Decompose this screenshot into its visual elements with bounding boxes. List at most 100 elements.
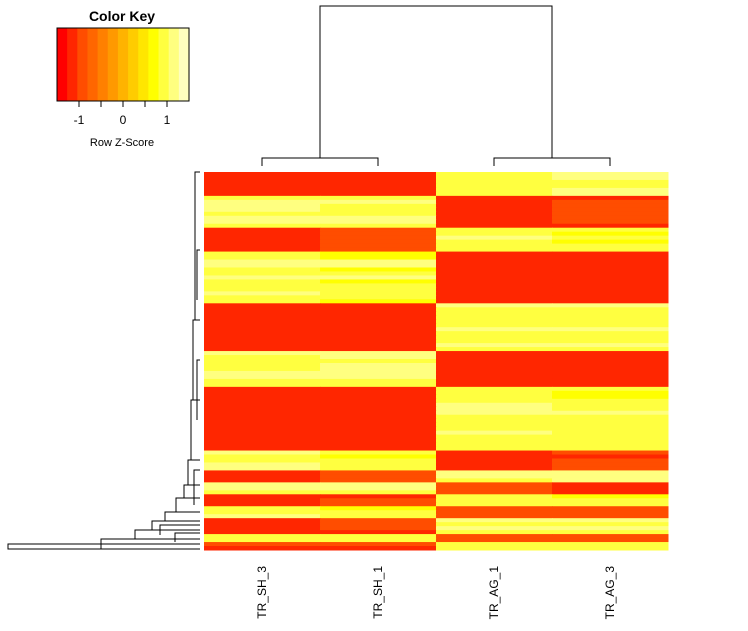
heatmap-cell [552,474,669,479]
heatmap-cell [436,243,553,249]
row-dendro-branch-7 [187,459,200,485]
heatmap-cell [320,486,437,491]
heatmap-cell [204,219,321,225]
heatmap-cell [320,195,437,201]
heatmap-cell [552,175,669,181]
heatmap-cell [552,482,669,487]
heatmap-cell [320,366,437,372]
heatmap-cell [320,438,437,444]
heatmap-cell [204,390,321,396]
heatmap-cell [436,347,553,352]
heatmap-cell [204,191,321,197]
heatmap-cell [204,307,321,312]
heatmap-cell [204,422,321,428]
heatmap-cell [204,283,321,288]
heatmap-cell [552,351,669,356]
heatmap-cell [436,502,553,507]
col-dendro-branch-sh [261,157,379,166]
heatmap-cell [552,390,669,396]
heatmap-cell [204,522,321,527]
heatmap-cell [204,362,321,368]
heatmap-cell [320,406,437,412]
heatmap-cell [204,295,321,300]
heatmap-cell [552,335,669,340]
heatmap-cell [552,374,669,380]
heatmap-cell [436,343,553,348]
heatmap-cell [436,406,553,412]
heatmap-cell [436,410,553,416]
heatmap-cell [320,175,437,181]
row-dendro-branch-14 [159,524,200,535]
heatmap-cell [320,398,437,404]
heatmap-cell [552,315,669,320]
color-key-swatch [87,28,99,101]
heatmap-cell [436,275,553,280]
heatmap-cell [204,382,321,388]
heatmap-cell [552,438,669,444]
heatmap-cell [436,490,553,495]
heatmap-cell [204,402,321,408]
heatmap-cell [320,434,437,440]
row-dendro-branch-5 [175,497,200,512]
heatmap-cell [320,446,437,452]
heatmap-cell [552,271,669,276]
heatmap-cell [436,542,553,547]
heatmap-cell [204,438,321,444]
heatmap-cell [552,458,669,463]
color-key-swatch [77,28,89,101]
heatmap-cell [436,219,553,225]
heatmap-cell [320,506,437,511]
heatmap-cell [320,203,437,209]
heatmap-cell [320,530,437,535]
column-dendrogram [261,5,611,166]
row-dendro-branch-12 [196,359,200,420]
heatmap-cell [320,307,437,312]
heatmap-cell [552,378,669,384]
heatmap-cell [204,355,321,360]
heatmap-cell [320,259,437,265]
heatmap-cell [204,195,321,201]
heatmap-cell [552,211,669,217]
heatmap-cell [320,187,437,193]
heatmap-cell [204,510,321,515]
heatmap-cell [436,223,553,229]
heatmap-cell [436,172,553,177]
heatmap-cell [320,502,437,507]
heatmap-cell [436,335,553,340]
heatmap-cell [552,530,669,535]
heatmap-cell [436,267,553,272]
heatmap-cell [204,538,321,543]
heatmap-cell [552,454,669,459]
heatmap-cell [552,366,669,372]
heatmap-cell [320,211,437,217]
heatmap-cell [552,442,669,448]
row-dendro-branch-3 [151,520,200,530]
heatmap-cell [436,255,553,261]
heatmap-cell [552,394,669,400]
heatmap-cell [320,430,437,436]
heatmap-cell [320,386,437,392]
heatmap-cell [204,502,321,507]
heatmap-cell [552,410,669,416]
heatmap-cell [436,211,553,217]
heatmap-cell [436,291,553,296]
heatmap-cell [204,275,321,280]
heatmap-cell [552,307,669,312]
heatmap-cell [552,359,669,364]
heatmap-cell [552,327,669,332]
heatmap-cell [436,510,553,515]
heatmap-cell [320,470,437,475]
heatmap-cell [320,458,437,463]
heatmap-cell [552,231,669,237]
heatmap-cell [436,366,553,372]
color-key-swatch [107,28,119,101]
color-key-axis-label: Row Z-Score [90,137,154,149]
heatmap-cell [320,183,437,189]
heatmap-cell [320,319,437,324]
heatmap-cell [320,418,437,424]
row-dendro-branch-2 [134,529,200,539]
heatmap-cell [320,219,437,225]
heatmap-cell [552,406,669,412]
heatmap-cell [320,538,437,543]
heatmap-cell [204,394,321,400]
